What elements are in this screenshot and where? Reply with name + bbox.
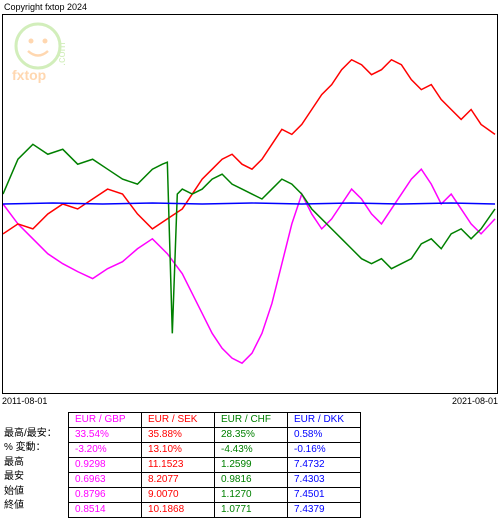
table-cell: 35.88% bbox=[142, 428, 215, 443]
series-line bbox=[3, 169, 495, 363]
table-cell: 1.2599 bbox=[215, 458, 288, 473]
table-row: 0.87969.00701.12707.4501 bbox=[69, 488, 361, 503]
row-label: 最高/最安： bbox=[4, 427, 57, 442]
table-cell: 0.8514 bbox=[69, 503, 142, 518]
table-cell: 8.2077 bbox=[142, 473, 215, 488]
row-label: 始値 bbox=[4, 485, 57, 500]
table-row: 0.929811.15231.25997.4732 bbox=[69, 458, 361, 473]
table-cell: 0.8796 bbox=[69, 488, 142, 503]
table-cell: 7.4501 bbox=[288, 488, 361, 503]
stats-table: EUR / GBPEUR / SEKEUR / CHFEUR / DKK33.5… bbox=[68, 412, 361, 518]
table-cell: 0.6963 bbox=[69, 473, 142, 488]
table-row: -3.20%13.10%-4.43%-0.16% bbox=[69, 443, 361, 458]
table-cell: 9.0070 bbox=[142, 488, 215, 503]
table-cell: 1.1270 bbox=[215, 488, 288, 503]
row-label: 最高 bbox=[4, 456, 57, 471]
table-cell: -4.43% bbox=[215, 443, 288, 458]
table-header-cell: EUR / DKK bbox=[288, 413, 361, 428]
table-cell: 13.10% bbox=[142, 443, 215, 458]
table-cell: 0.9816 bbox=[215, 473, 288, 488]
table-cell: -3.20% bbox=[69, 443, 142, 458]
table-cell: 7.4732 bbox=[288, 458, 361, 473]
xaxis-start-label: 2011-08-01 bbox=[2, 396, 47, 406]
row-label: 最安 bbox=[4, 470, 57, 485]
table-cell: -0.16% bbox=[288, 443, 361, 458]
table-header-cell: EUR / CHF bbox=[215, 413, 288, 428]
chart-lines bbox=[3, 15, 497, 393]
row-label: % 変動： bbox=[4, 441, 57, 456]
table-cell: 1.0771 bbox=[215, 503, 288, 518]
table-cell: 28.35% bbox=[215, 428, 288, 443]
row-label bbox=[4, 412, 57, 427]
series-line bbox=[3, 60, 495, 234]
table-row: 0.851410.18681.07717.4379 bbox=[69, 503, 361, 518]
row-label: 終値 bbox=[4, 499, 57, 514]
copyright-text: Copyright fxtop 2024 bbox=[4, 2, 87, 12]
table-row: 33.54%35.88%28.35%0.58% bbox=[69, 428, 361, 443]
table-cell: 33.54% bbox=[69, 428, 142, 443]
xaxis-end-label: 2021-08-01 bbox=[452, 396, 498, 406]
series-line bbox=[3, 144, 495, 333]
table-cell: 11.1523 bbox=[142, 458, 215, 473]
table-row-labels: 最高/最安：% 変動：最高最安始値終値 bbox=[4, 412, 57, 514]
table-cell: 7.4303 bbox=[288, 473, 361, 488]
chart-area bbox=[2, 14, 498, 394]
table-cell: 10.1868 bbox=[142, 503, 215, 518]
table-row: 0.69638.20770.98167.4303 bbox=[69, 473, 361, 488]
table-cell: 0.9298 bbox=[69, 458, 142, 473]
table-header-cell: EUR / SEK bbox=[142, 413, 215, 428]
table-cell: 0.58% bbox=[288, 428, 361, 443]
table-header-row: EUR / GBPEUR / SEKEUR / CHFEUR / DKK bbox=[69, 413, 361, 428]
table-cell: 7.4379 bbox=[288, 503, 361, 518]
series-line bbox=[3, 203, 495, 204]
table-header-cell: EUR / GBP bbox=[69, 413, 142, 428]
